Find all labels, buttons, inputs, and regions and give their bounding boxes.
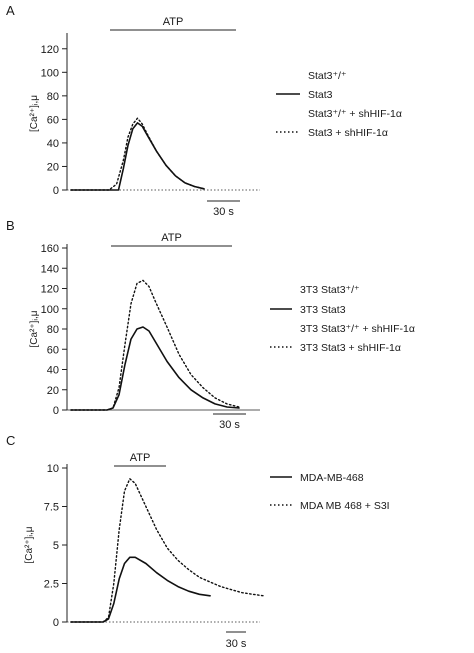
legend-entry: Stat3⁺/⁺ + shHIF-1α	[308, 108, 402, 120]
y-tick-label: 60	[47, 114, 59, 126]
atp-label: ATP	[163, 16, 184, 28]
y-axis-label: [Ca²⁺]ᵢ,μ	[29, 310, 40, 347]
y-tick-label: 100	[41, 67, 59, 79]
scale-bar-label: 30 s	[219, 419, 240, 431]
y-tick-label: 160	[41, 243, 59, 255]
y-tick-label: 0	[53, 185, 59, 197]
y-axis-label: [Ca²⁺]ᵢ,μ	[24, 526, 35, 563]
y-tick-label: 60	[47, 344, 59, 356]
y-tick-label: 0	[53, 617, 59, 629]
y-tick-label: 100	[41, 304, 59, 316]
panel-letter: C	[6, 433, 15, 448]
scale-bar-label: 30 s	[213, 206, 234, 218]
panel-letter: A	[6, 3, 15, 18]
panel-b: B 0 20 40 60 80 100 120 140 160 [Ca²⁺]ᵢ,μ ATP 30 s 3T…	[6, 218, 415, 431]
atp-label: ATP	[130, 452, 151, 464]
panel-a: A 0 20 40 60 80 100 120 [Ca²⁺]ᵢ,μ ATP 30 s Stat3⁺/⁺…	[6, 3, 402, 218]
legend-entry: Stat3⁺/⁺	[308, 70, 347, 82]
series-line-dotted	[70, 279, 240, 411]
legend-entry: 3T3 Stat3⁺/⁺ + shHIF-1α	[300, 323, 415, 335]
series-line-solid	[70, 122, 205, 191]
atp-label: ATP	[161, 232, 182, 244]
series-line-solid	[70, 326, 240, 411]
y-tick-label: 20	[47, 161, 59, 173]
y-tick-label: 80	[47, 324, 59, 336]
series-line-dotted	[70, 117, 205, 191]
legend-entry: 3T3 Stat3⁺/⁺	[300, 284, 360, 296]
y-tick-label: 7.5	[44, 502, 59, 514]
y-tick-label: 10	[47, 463, 59, 475]
legend-entry: Stat3 + shHIF-1α	[308, 127, 388, 139]
y-tick-label: 5	[53, 540, 59, 552]
panel-c: C 0 2.5 5 7.5 10 [Ca²⁺]ᵢ,μ ATP 30 s MDA-MB-468 MDA…	[6, 433, 390, 650]
legend-entry: Stat3	[308, 89, 333, 101]
y-axis-label: [Ca²⁺]ᵢ,μ	[29, 95, 40, 132]
y-tick-label: 20	[47, 385, 59, 397]
scale-bar-label: 30 s	[226, 638, 247, 650]
y-tick-label: 0	[53, 405, 59, 417]
y-tick-label: 120	[41, 44, 59, 56]
y-tick-label: 2.5	[44, 579, 59, 591]
legend-entry: MDA-MB-468	[300, 472, 364, 484]
y-tick-label: 40	[47, 138, 59, 150]
y-tick-label: 120	[41, 284, 59, 296]
panel-letter: B	[6, 218, 15, 233]
y-tick-label: 140	[41, 263, 59, 275]
y-tick-label: 80	[47, 91, 59, 103]
series-line-solid	[70, 556, 211, 623]
y-tick-label: 40	[47, 365, 59, 377]
legend-entry: 3T3 Stat3	[300, 304, 346, 316]
legend-entry: MDA MB 468 + S3I	[300, 500, 390, 512]
series-line-dotted	[70, 478, 265, 623]
legend-entry: 3T3 Stat3 + shHIF-1α	[300, 342, 401, 354]
